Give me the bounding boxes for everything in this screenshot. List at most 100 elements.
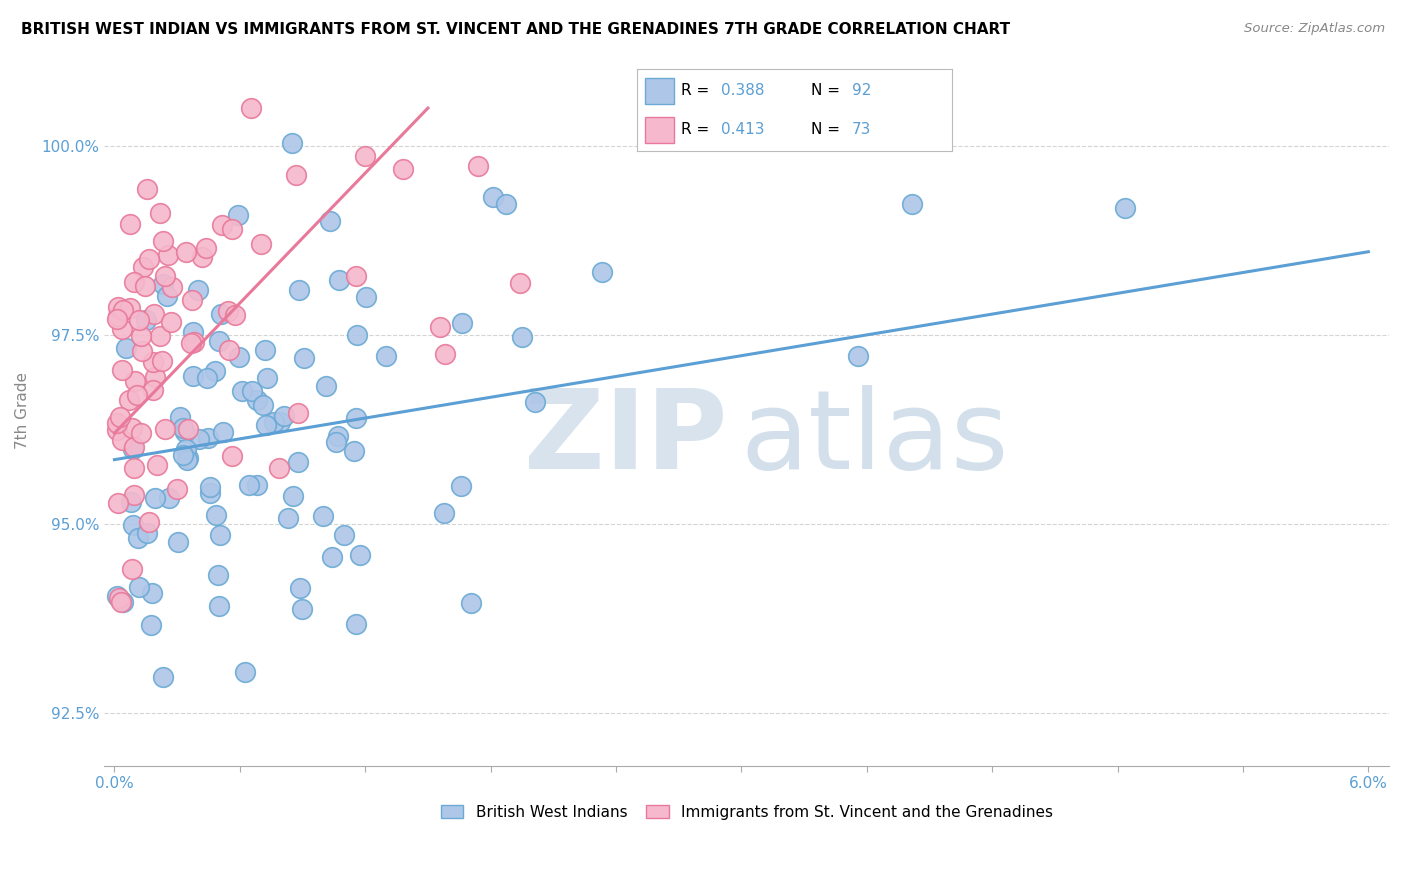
Point xyxy=(195,371,218,385)
Point xyxy=(524,394,547,409)
Point xyxy=(124,275,146,289)
Point xyxy=(152,234,174,248)
Point xyxy=(110,594,132,608)
Point xyxy=(246,393,269,408)
Point xyxy=(111,595,134,609)
Point xyxy=(429,320,451,334)
Point xyxy=(152,353,174,368)
Point xyxy=(138,515,160,529)
Point xyxy=(333,528,356,542)
Point xyxy=(198,479,221,493)
Point xyxy=(318,214,340,228)
Point xyxy=(273,409,295,424)
Point xyxy=(191,250,214,264)
Point xyxy=(177,422,200,436)
Point xyxy=(315,379,337,393)
Point xyxy=(157,491,180,505)
Point xyxy=(211,218,233,232)
Point xyxy=(128,580,150,594)
Point xyxy=(111,322,134,336)
Point xyxy=(349,548,371,562)
Point xyxy=(344,269,367,284)
Point xyxy=(177,451,200,466)
Point xyxy=(172,420,194,434)
Point xyxy=(127,388,149,402)
Point xyxy=(176,453,198,467)
Point xyxy=(108,591,131,606)
Point xyxy=(269,461,291,475)
Point xyxy=(482,190,505,204)
Point xyxy=(221,221,243,235)
Point xyxy=(111,434,134,448)
Text: Source: ZipAtlas.com: Source: ZipAtlas.com xyxy=(1244,22,1385,36)
Point xyxy=(183,326,205,340)
Point xyxy=(122,442,145,456)
Point xyxy=(115,341,138,355)
Point xyxy=(256,418,278,433)
Point xyxy=(326,429,349,443)
Point xyxy=(155,422,177,436)
Point xyxy=(846,349,869,363)
Point xyxy=(122,488,145,502)
Point xyxy=(433,506,456,520)
Point xyxy=(134,278,156,293)
Point xyxy=(169,409,191,424)
Point xyxy=(120,495,142,509)
Point xyxy=(108,410,131,425)
Point xyxy=(136,182,159,196)
Point xyxy=(311,509,333,524)
Point xyxy=(344,617,367,632)
Point xyxy=(281,489,304,503)
Y-axis label: 7th Grade: 7th Grade xyxy=(15,372,30,449)
Point xyxy=(209,307,232,321)
Point xyxy=(105,311,128,326)
Point xyxy=(107,589,129,603)
Point xyxy=(207,567,229,582)
Point xyxy=(344,411,367,425)
Point xyxy=(128,313,150,327)
Point xyxy=(285,169,308,183)
Point xyxy=(287,455,309,469)
Point xyxy=(221,449,243,463)
Legend: British West Indians, Immigrants from St. Vincent and the Grenadines: British West Indians, Immigrants from St… xyxy=(434,798,1059,826)
Point xyxy=(181,293,204,307)
Point xyxy=(139,617,162,632)
Point xyxy=(217,303,239,318)
Point xyxy=(124,374,146,388)
Point xyxy=(111,302,134,317)
Point xyxy=(900,196,922,211)
Point xyxy=(141,586,163,600)
Point xyxy=(346,328,368,343)
Point xyxy=(152,670,174,684)
Point xyxy=(288,283,311,297)
Point xyxy=(467,159,489,173)
Point xyxy=(142,307,165,321)
Point xyxy=(135,313,157,327)
Point xyxy=(121,562,143,576)
Point xyxy=(433,347,456,361)
Text: BRITISH WEST INDIAN VS IMMIGRANTS FROM ST. VINCENT AND THE GRENADINES 7TH GRADE : BRITISH WEST INDIAN VS IMMIGRANTS FROM S… xyxy=(21,22,1011,37)
Point xyxy=(209,528,232,542)
Text: atlas: atlas xyxy=(740,385,1008,492)
Point xyxy=(269,415,291,429)
Point xyxy=(510,330,533,344)
Point xyxy=(122,440,145,454)
Point xyxy=(149,329,172,343)
Point xyxy=(240,101,263,115)
Point xyxy=(208,334,231,348)
Point xyxy=(228,351,250,365)
Point xyxy=(250,237,273,252)
Point xyxy=(224,309,246,323)
Point xyxy=(187,432,209,446)
Point xyxy=(204,364,226,378)
Point xyxy=(136,525,159,540)
Point xyxy=(107,309,129,323)
Point xyxy=(160,280,183,294)
Point xyxy=(254,343,277,358)
Point xyxy=(121,421,143,435)
Point xyxy=(246,478,269,492)
Point xyxy=(252,398,274,412)
Point xyxy=(187,283,209,297)
Point xyxy=(172,448,194,462)
Point xyxy=(127,531,149,545)
